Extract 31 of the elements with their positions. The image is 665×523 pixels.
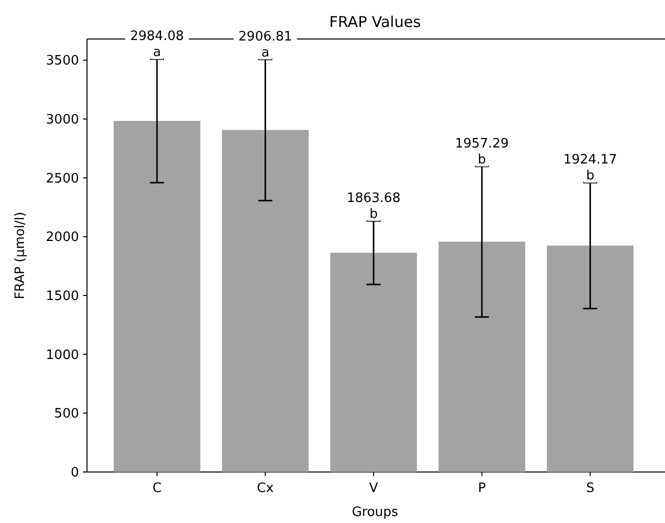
annotation: b	[478, 152, 486, 168]
annotation: 2906.81	[238, 29, 292, 44]
annotation: b	[369, 206, 378, 222]
x-tick-label: V	[369, 481, 378, 496]
x-tick-label: C	[152, 481, 162, 496]
x-tick-label: P	[478, 481, 486, 496]
y-tick-label: 3500	[46, 54, 79, 69]
annotation: 1863.68	[346, 190, 400, 206]
annotation: a	[261, 45, 270, 60]
annotation: a	[153, 45, 161, 60]
bar	[330, 252, 417, 472]
annotation: b	[586, 168, 594, 184]
annotation: 2984.08	[130, 29, 184, 44]
x-tick-label: S	[586, 481, 594, 496]
bar	[546, 246, 634, 472]
x-tick-label: Cx	[256, 481, 274, 496]
x-axis-title: Groups	[352, 505, 398, 520]
bar	[222, 130, 309, 472]
y-tick-label: 1000	[46, 348, 79, 363]
y-tick-label: 2000	[46, 230, 79, 246]
y-tick-label: 1500	[46, 289, 79, 304]
bar	[114, 120, 200, 472]
chart-title: FRAP Values	[329, 13, 421, 31]
annotation: 1924.17	[563, 152, 618, 168]
y-tick-label: 3000	[46, 112, 79, 128]
y-axis-title: FRAP (µmol/l)	[13, 212, 28, 300]
y-tick-label: 2500	[46, 171, 79, 186]
y-tick-label: 0	[70, 466, 79, 481]
annotation: 1957.29	[455, 136, 509, 152]
y-tick-label: 500	[54, 406, 79, 422]
bar	[438, 242, 526, 472]
